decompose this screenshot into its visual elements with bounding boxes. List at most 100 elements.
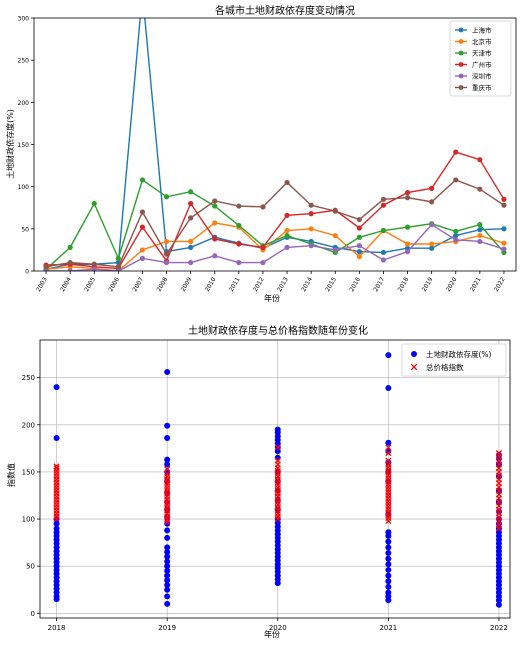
data-point bbox=[284, 179, 290, 186]
x-tick-label: 2019 bbox=[158, 624, 176, 632]
data-point bbox=[385, 566, 392, 573]
data-point bbox=[53, 525, 60, 532]
scatter-chart-y-axis-label: 指数值 bbox=[6, 463, 16, 487]
legend-box bbox=[401, 343, 507, 377]
data-point bbox=[115, 264, 121, 270]
legend-label: 土地财政依存度(%) bbox=[426, 349, 492, 359]
data-point bbox=[495, 601, 502, 608]
data-point bbox=[385, 561, 392, 568]
data-point bbox=[308, 243, 314, 249]
legend-marker bbox=[458, 85, 464, 90]
x-tick-label: 2018 bbox=[48, 624, 66, 632]
data-point bbox=[212, 253, 218, 259]
data-point-x bbox=[164, 470, 171, 477]
legend-item-重庆市: 重庆市 bbox=[455, 83, 492, 92]
x-tick-label: 2022 bbox=[490, 624, 508, 632]
data-point-x bbox=[164, 466, 171, 473]
data-point bbox=[385, 578, 392, 585]
line-chart-title: 各城市土地财政依存度变动情况 bbox=[215, 4, 355, 17]
data-point bbox=[164, 600, 171, 607]
legend-marker bbox=[458, 50, 464, 56]
data-point bbox=[495, 451, 502, 458]
data-point bbox=[404, 241, 411, 247]
data-point bbox=[284, 232, 290, 239]
data-point bbox=[260, 259, 266, 266]
data-point bbox=[477, 222, 483, 228]
data-point bbox=[164, 520, 171, 527]
y-tick-label: 0 bbox=[25, 269, 29, 276]
y-tick-label: 100 bbox=[18, 184, 30, 191]
data-point bbox=[453, 232, 459, 239]
legend-label: 总价格指数 bbox=[426, 362, 464, 372]
data-point bbox=[429, 222, 435, 228]
data-point bbox=[139, 224, 146, 230]
data-point bbox=[380, 196, 387, 202]
data-point bbox=[164, 572, 171, 579]
data-point-x bbox=[274, 444, 281, 451]
data-point bbox=[260, 244, 266, 250]
data-point bbox=[453, 149, 459, 155]
data-point bbox=[91, 261, 97, 267]
data-point bbox=[236, 259, 242, 266]
series-line bbox=[45, 179, 505, 268]
data-point bbox=[380, 249, 387, 256]
data-point bbox=[385, 529, 392, 536]
y-tick-label: 250 bbox=[18, 58, 30, 65]
data-point bbox=[453, 237, 459, 243]
data-point bbox=[53, 520, 60, 527]
legend-item-深圳市: 深圳市 bbox=[455, 72, 492, 81]
y-tick-label: 50 bbox=[26, 563, 35, 571]
data-point bbox=[212, 220, 218, 226]
data-point bbox=[188, 189, 194, 195]
legend-item-上海市: 上海市 bbox=[455, 26, 492, 35]
data-point bbox=[501, 226, 507, 232]
data-point bbox=[332, 247, 338, 253]
data-point bbox=[495, 516, 502, 523]
data-point bbox=[91, 200, 97, 207]
data-point bbox=[477, 186, 483, 192]
data-point bbox=[260, 204, 266, 210]
data-point bbox=[477, 227, 483, 233]
data-point bbox=[385, 538, 392, 545]
data-point bbox=[380, 227, 387, 234]
data-point bbox=[91, 266, 97, 271]
data-point bbox=[453, 177, 459, 183]
data-point bbox=[380, 202, 387, 208]
data-point bbox=[356, 225, 362, 231]
data-point bbox=[477, 238, 483, 245]
legend-label: 北京市 bbox=[472, 37, 492, 46]
data-point bbox=[385, 572, 392, 579]
data-point bbox=[164, 527, 171, 534]
series-总价格指数 bbox=[53, 444, 503, 532]
legend-marker bbox=[458, 39, 464, 44]
series-重庆市 bbox=[43, 177, 507, 270]
data-point bbox=[164, 586, 171, 593]
data-point bbox=[308, 226, 314, 232]
data-point bbox=[163, 259, 170, 266]
series-深圳市 bbox=[43, 222, 507, 271]
data-point bbox=[356, 234, 362, 240]
data-point bbox=[404, 249, 411, 255]
legend-label: 广州市 bbox=[472, 60, 492, 69]
y-tick-label: 150 bbox=[18, 142, 30, 149]
data-point bbox=[501, 246, 507, 252]
data-point bbox=[139, 255, 146, 261]
data-point bbox=[356, 216, 362, 223]
data-point bbox=[501, 240, 507, 246]
data-point bbox=[284, 212, 290, 218]
data-point bbox=[212, 198, 218, 204]
scatter-chart-points bbox=[53, 352, 503, 608]
data-point bbox=[164, 549, 171, 556]
data-point bbox=[356, 254, 362, 260]
y-tick-label: 50 bbox=[21, 226, 29, 233]
data-point bbox=[385, 549, 392, 556]
data-point bbox=[43, 264, 49, 270]
data-point bbox=[188, 238, 194, 245]
data-point bbox=[385, 544, 392, 551]
data-point bbox=[274, 426, 281, 433]
data-point bbox=[453, 228, 459, 234]
legend-marker bbox=[458, 27, 464, 33]
data-point bbox=[67, 268, 73, 271]
data-point bbox=[188, 200, 194, 207]
